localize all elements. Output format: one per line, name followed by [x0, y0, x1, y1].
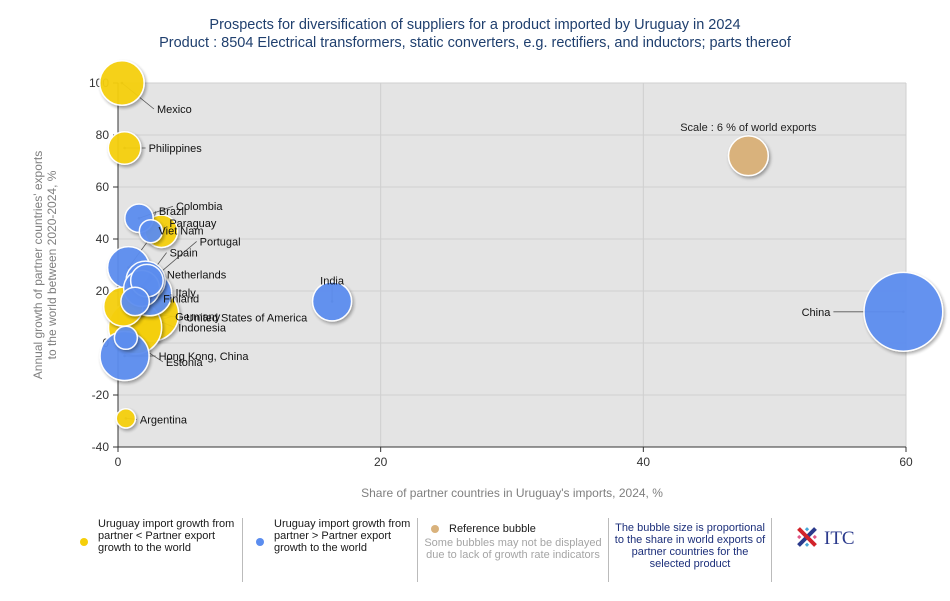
legend-size-note: The bubble size is proportional to the s…	[614, 522, 766, 570]
y-axis-label-line2: to the world between 2020-2024, %	[45, 170, 59, 359]
bubble-chart: 0204060100806040200-20-40 Scale : 6 % of…	[31, 60, 944, 500]
point-label: Spain	[170, 248, 198, 260]
legend-blue-text: Uruguay import growth from partner > Par…	[274, 518, 411, 554]
x-tick-label: 20	[374, 455, 388, 469]
point-label: Finland	[163, 293, 199, 305]
bubble	[311, 281, 353, 322]
bubble	[113, 325, 139, 351]
yellow-bubble-icon	[80, 538, 88, 546]
point-label: Brazil	[159, 206, 187, 218]
bubble	[863, 271, 944, 352]
bubble	[98, 60, 145, 106]
point-label: Indonesia	[178, 323, 227, 335]
point-label: Germany	[175, 311, 221, 323]
y-tick-label: -20	[92, 388, 110, 402]
point-label: India	[320, 275, 345, 287]
point-label: Paraguay	[169, 218, 217, 230]
plot-area	[118, 83, 906, 447]
legend-reference-title: Reference bubble	[449, 523, 536, 535]
x-tick-label: 40	[637, 455, 651, 469]
y-tick-label: -40	[92, 440, 110, 454]
y-tick-label: 80	[96, 128, 110, 142]
point-label: Netherlands	[167, 270, 227, 282]
y-tick-label: 60	[96, 180, 110, 194]
y-tick-label: 20	[96, 284, 110, 298]
bubble	[107, 130, 142, 166]
point-label: Estonia	[166, 357, 204, 369]
point-label: Mexico	[157, 104, 192, 116]
legend-divider	[608, 518, 609, 582]
reference-bubble-icon	[431, 525, 439, 533]
x-tick-label: 0	[115, 455, 122, 469]
y-axis-label-line1: Annual growth of partner countries' expo…	[31, 151, 45, 379]
point-label: Hong Kong, China	[159, 351, 250, 363]
itc-logo-text: ITC	[824, 528, 855, 549]
legend-divider	[417, 518, 418, 582]
point-label: Philippines	[149, 143, 203, 155]
point-label: Portugal	[200, 236, 241, 248]
chart-title: Prospects for diversification of supplie…	[209, 17, 741, 33]
x-axis-label: Share of partner countries in Uruguay's …	[361, 486, 663, 500]
chart-subtitle: Product : 8504 Electrical transformers, …	[159, 35, 791, 51]
point-label: Argentina	[140, 414, 188, 426]
point-label: Viet Nam	[159, 226, 204, 238]
reference-bubble	[727, 135, 770, 177]
itc-logo-icon: ITC	[797, 527, 855, 549]
bubble	[115, 408, 137, 429]
legend-divider	[771, 518, 772, 582]
itc-logo: ITC	[794, 522, 874, 552]
bubble	[138, 218, 164, 244]
legend-reference-note: Some bubbles may not be displayed due to…	[424, 537, 602, 561]
point-label: Colombia	[176, 201, 223, 213]
x-tick-label: 60	[899, 455, 913, 469]
y-tick-label: 40	[96, 232, 110, 246]
legend-yellow-text: Uruguay import growth from partner < Par…	[98, 518, 235, 554]
point-label: China	[802, 307, 832, 319]
blue-bubble-icon	[256, 538, 264, 546]
reference-bubble-label: Scale : 6 % of world exports	[680, 122, 817, 134]
point-label: United States of America	[186, 312, 308, 324]
legend-divider	[242, 518, 243, 582]
bubble	[120, 286, 151, 317]
point-label: Italy	[176, 288, 197, 300]
